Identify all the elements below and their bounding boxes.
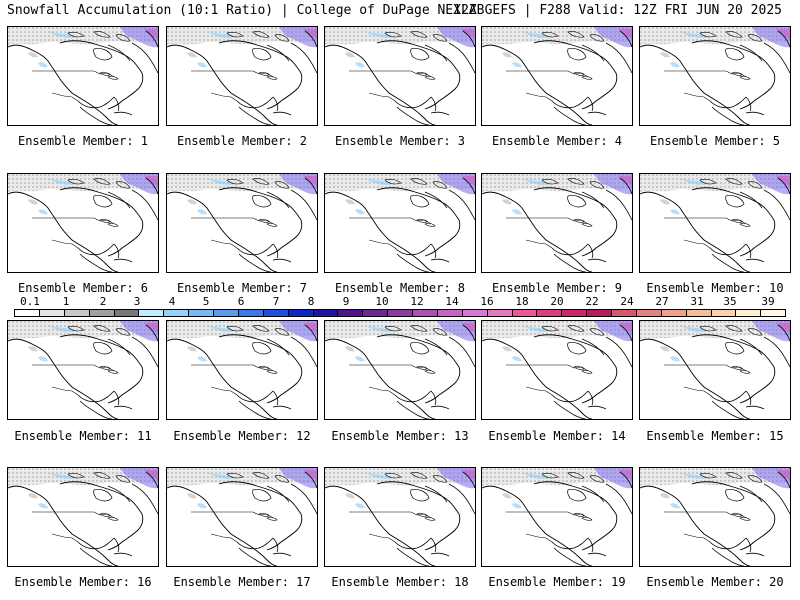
ensemble-member-label: Ensemble Member: 9	[491, 281, 623, 295]
colorbar-swatch	[89, 310, 115, 316]
colorbar-tick-label: 1	[62, 295, 70, 308]
colorbar-swatch	[114, 310, 140, 316]
colorbar-tick-label: 27	[655, 295, 669, 308]
ensemble-member-map	[166, 467, 318, 567]
colorbar-tick-label: 3	[133, 295, 141, 308]
ensemble-member-map	[166, 26, 318, 126]
colorbar-swatch	[189, 310, 214, 316]
ensemble-member-label: Ensemble Member: 1	[17, 134, 149, 148]
colorbar-swatch	[238, 310, 264, 316]
ensemble-member-label: Ensemble Member: 4	[491, 134, 623, 148]
ensemble-member-map	[166, 320, 318, 420]
ensemble-member-label: Ensemble Member: 18	[331, 575, 469, 589]
colorbar	[14, 309, 786, 317]
colorbar-tick-label: 24	[620, 295, 634, 308]
ensemble-member-label: Ensemble Member: 12	[173, 429, 311, 443]
ensemble-member-label: Ensemble Member: 17	[173, 575, 311, 589]
colorbar-swatch	[686, 310, 712, 316]
colorbar-swatch	[761, 310, 786, 316]
ensemble-member-label: Ensemble Member: 8	[334, 281, 466, 295]
ensemble-member-label: Ensemble Member: 6	[17, 281, 149, 295]
ensemble-member-map	[481, 467, 633, 567]
ensemble-member-label: Ensemble Member: 19	[488, 575, 626, 589]
ensemble-member-map	[166, 173, 318, 273]
ensemble-member-map	[639, 467, 791, 567]
ensemble-member-map	[324, 173, 476, 273]
colorbar-tick-label: 35	[723, 295, 737, 308]
run-valid-time: 12Z GEFS | F288 Valid: 12Z FRI JUN 20 20…	[453, 3, 782, 18]
ensemble-member-label: Ensemble Member: 7	[176, 281, 308, 295]
colorbar-swatch	[363, 310, 389, 316]
colorbar-swatch	[661, 310, 687, 316]
map-title: Snowfall Accumulation (10:1 Ratio) | Col…	[7, 3, 485, 18]
colorbar-tick-label: 9	[342, 295, 350, 308]
colorbar-tick-label: 7	[272, 295, 280, 308]
colorbar-swatch	[164, 310, 190, 316]
colorbar-tick-label: 5	[202, 295, 210, 308]
ensemble-member-map	[324, 320, 476, 420]
ensemble-member-map	[7, 173, 159, 273]
ensemble-member-label: Ensemble Member: 14	[488, 429, 626, 443]
colorbar-swatch	[636, 310, 662, 316]
colorbar-swatch	[736, 310, 762, 316]
ensemble-member-map	[481, 173, 633, 273]
colorbar-swatch	[437, 310, 463, 316]
ensemble-member-label: Ensemble Member: 16	[14, 575, 152, 589]
colorbar-swatch	[612, 310, 637, 316]
colorbar-swatch	[288, 310, 314, 316]
ensemble-member-map	[324, 26, 476, 126]
colorbar-swatch	[15, 310, 40, 316]
colorbar-tick-label: 12	[410, 295, 424, 308]
ensemble-member-map	[639, 26, 791, 126]
ensemble-member-map	[481, 26, 633, 126]
ensemble-member-map	[639, 173, 791, 273]
ensemble-member-map	[481, 320, 633, 420]
colorbar-tick-label: 8	[307, 295, 315, 308]
colorbar-tick-label: 16	[480, 295, 494, 308]
colorbar-tick-label: 6	[237, 295, 245, 308]
colorbar-swatch	[263, 310, 289, 316]
colorbar-tick-label: 2	[99, 295, 107, 308]
colorbar-swatch	[388, 310, 413, 316]
colorbar-swatch	[462, 310, 488, 316]
ensemble-member-map	[7, 467, 159, 567]
ensemble-member-label: Ensemble Member: 11	[14, 429, 152, 443]
colorbar-tick-label: 31	[690, 295, 704, 308]
colorbar-swatch	[512, 310, 538, 316]
colorbar-swatch	[487, 310, 513, 316]
colorbar-swatch	[413, 310, 438, 316]
colorbar-tick-label: 39	[761, 295, 775, 308]
colorbar-swatch	[64, 310, 90, 316]
ensemble-member-label: Ensemble Member: 2	[176, 134, 308, 148]
colorbar-swatch	[338, 310, 364, 316]
colorbar-swatch	[139, 310, 165, 316]
ensemble-member-map	[7, 320, 159, 420]
ensemble-member-map	[639, 320, 791, 420]
ensemble-member-map	[7, 26, 159, 126]
colorbar-tick-label: 18	[515, 295, 529, 308]
colorbar-tick-label: 14	[445, 295, 459, 308]
colorbar-swatch	[313, 310, 339, 316]
ensemble-member-label: Ensemble Member: 3	[334, 134, 466, 148]
colorbar-swatch	[39, 310, 65, 316]
colorbar-swatch	[537, 310, 563, 316]
colorbar-swatch	[711, 310, 737, 316]
ensemble-member-label: Ensemble Member: 5	[649, 134, 781, 148]
colorbar-tick-label: 20	[550, 295, 564, 308]
ensemble-member-label: Ensemble Member: 10	[646, 281, 784, 295]
ensemble-member-map	[324, 467, 476, 567]
ensemble-member-label: Ensemble Member: 15	[646, 429, 784, 443]
ensemble-member-label: Ensemble Member: 13	[331, 429, 469, 443]
colorbar-swatch	[587, 310, 612, 316]
ensemble-member-label: Ensemble Member: 20	[646, 575, 784, 589]
colorbar-tick-label: 10	[375, 295, 389, 308]
colorbar-swatch	[214, 310, 239, 316]
colorbar-swatch	[562, 310, 588, 316]
colorbar-tick-label: 22	[585, 295, 599, 308]
colorbar-tick-label: 0.1	[20, 295, 40, 308]
colorbar-tick-label: 4	[168, 295, 176, 308]
